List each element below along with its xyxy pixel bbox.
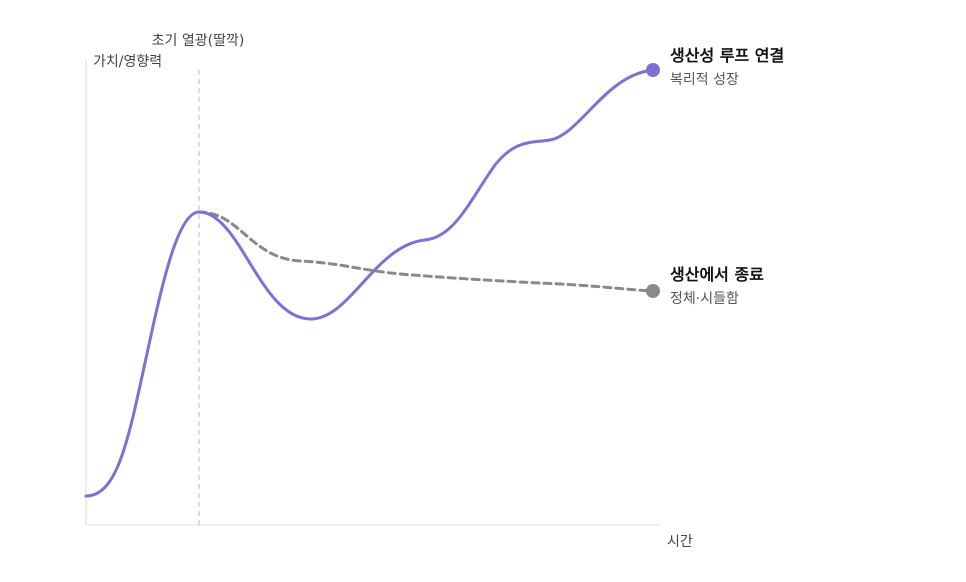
loop-title: 생산성 루프 연결 <box>670 46 784 65</box>
stop-endpoint-dot <box>646 284 660 298</box>
stagnation-curve <box>197 210 655 293</box>
marker-label: 초기 열광(딸깍) <box>152 33 245 49</box>
productivity-loop-curve <box>84 68 655 498</box>
stop-title: 생산에서 종료 <box>670 265 764 284</box>
loop-subtitle: 복리적 성장 <box>670 72 739 88</box>
y-axis-label: 가치/영향력 <box>93 54 162 70</box>
x-axis-label: 시간 <box>667 534 693 550</box>
loop-endpoint-dot <box>646 63 660 77</box>
stop-subtitle: 정체·시들함 <box>670 291 739 307</box>
